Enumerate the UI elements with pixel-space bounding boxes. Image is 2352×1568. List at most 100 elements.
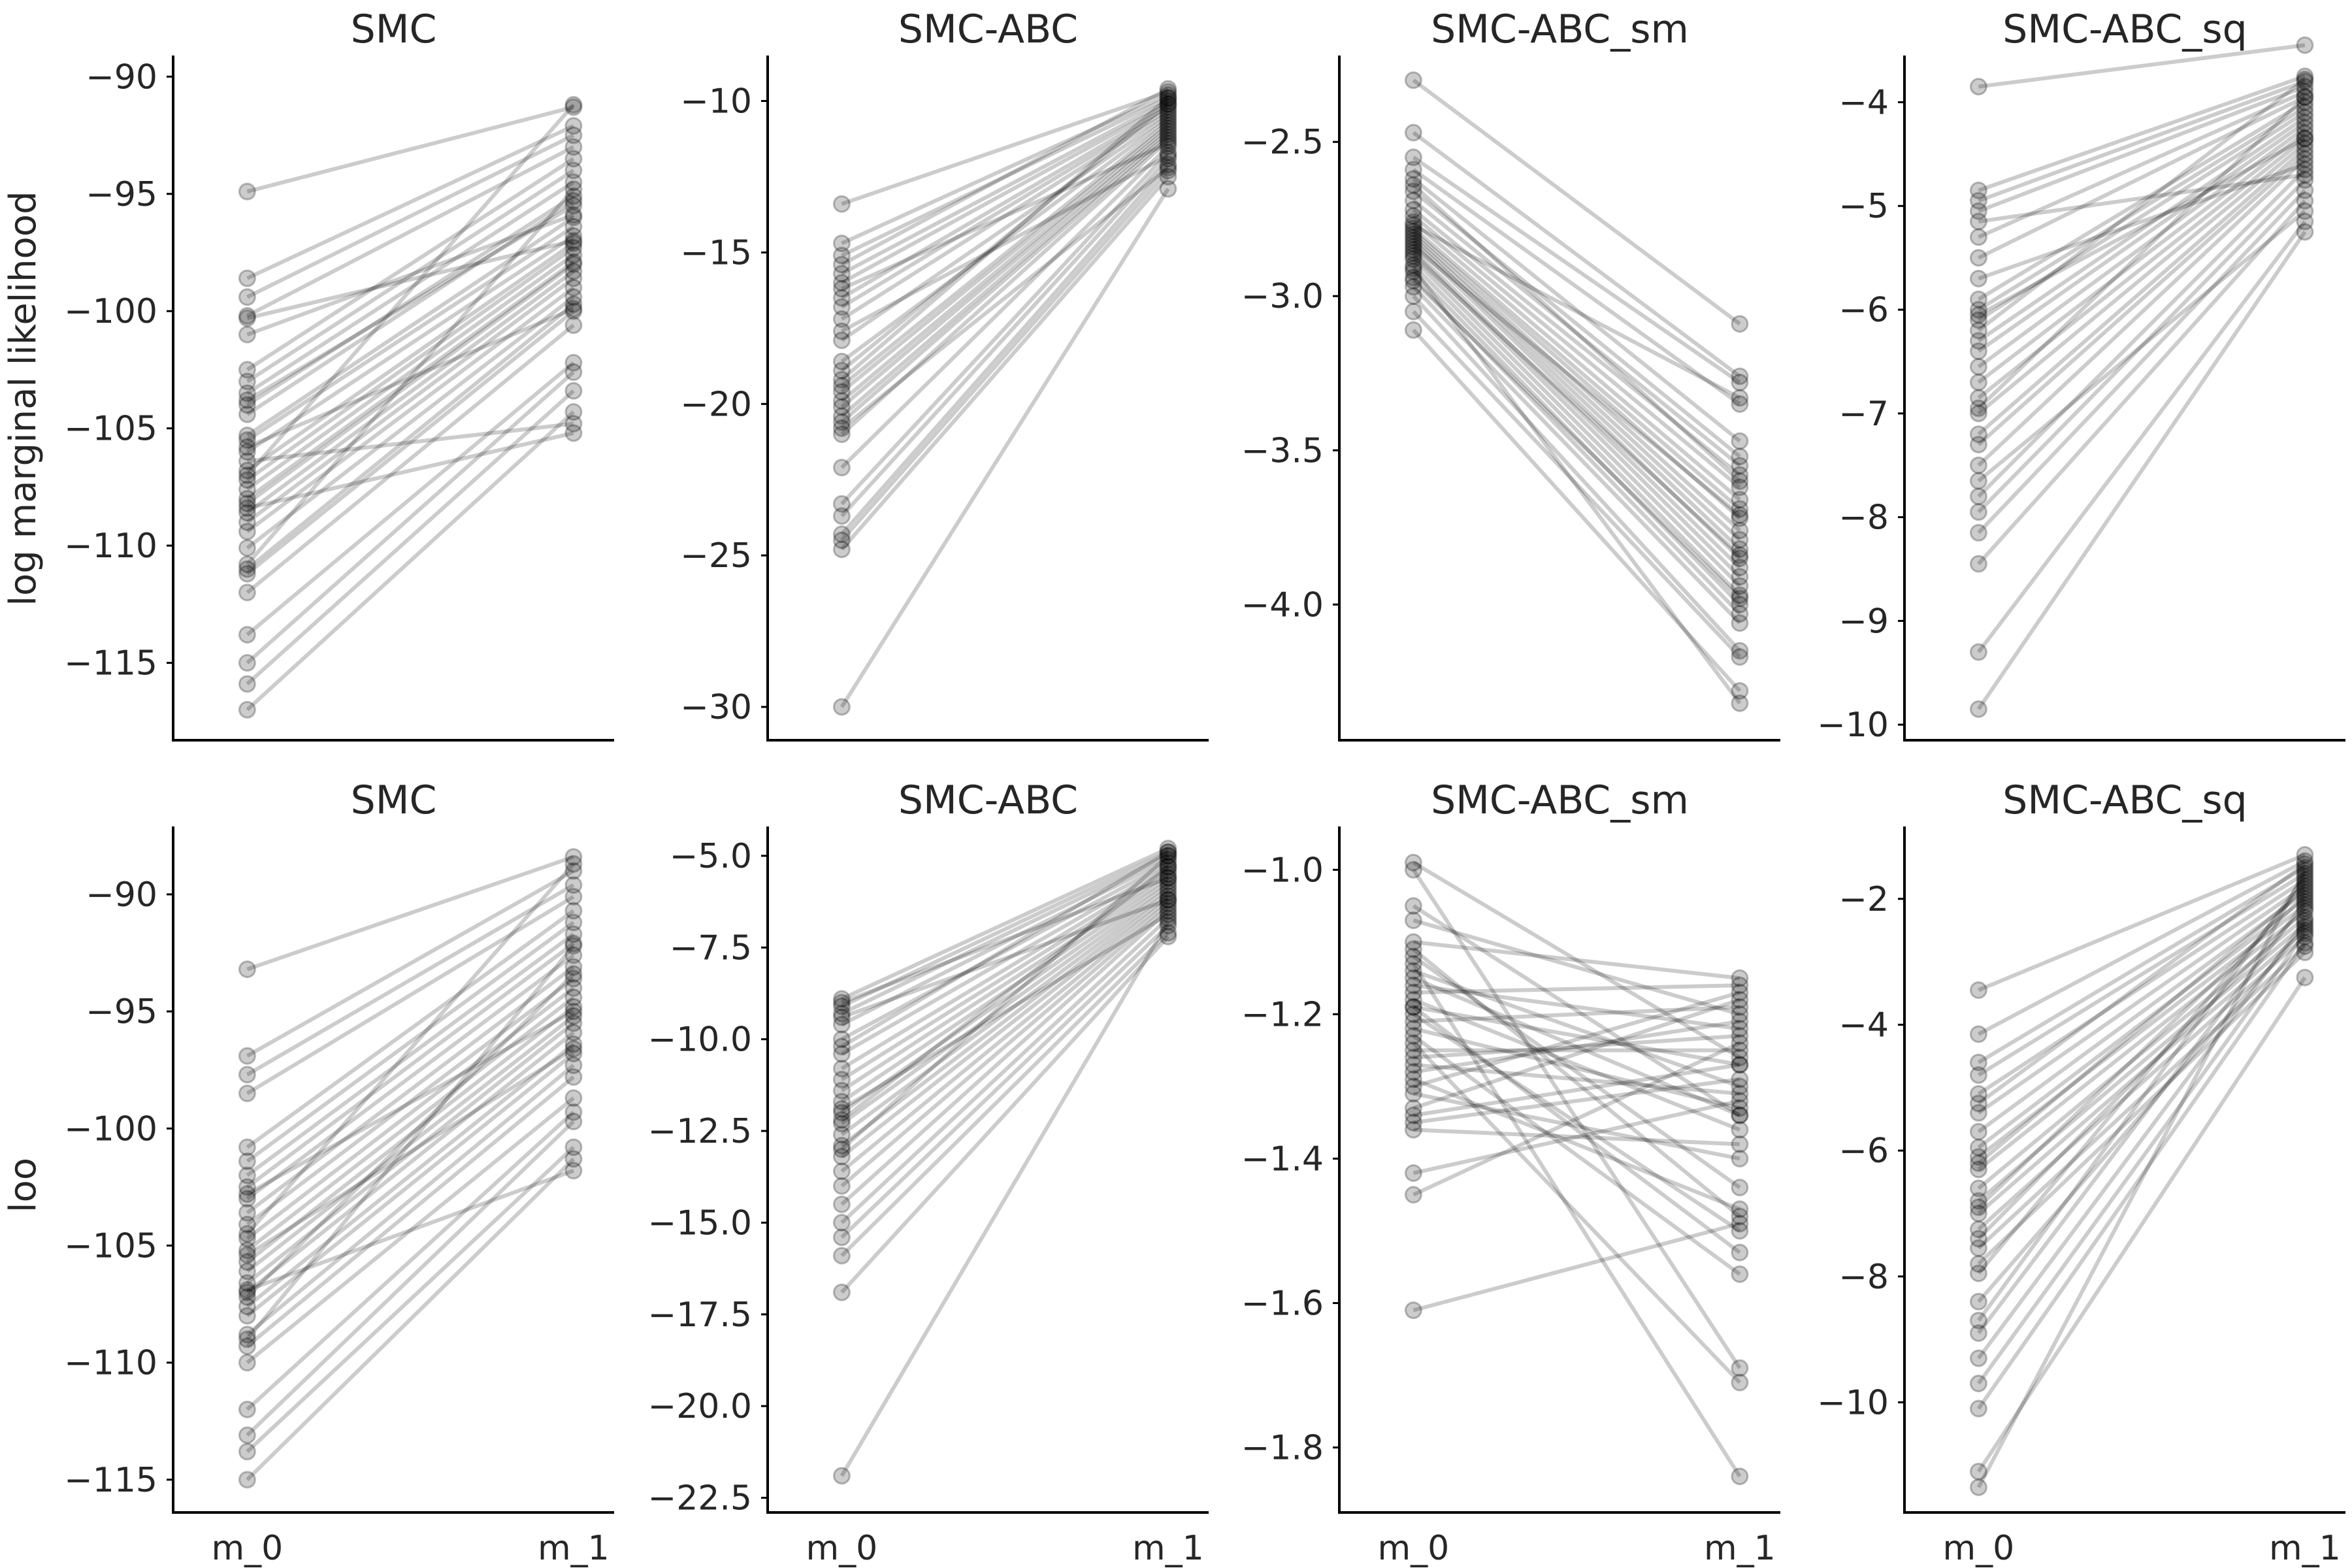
point-m1: [2296, 899, 2314, 917]
point-m0: [1969, 342, 1987, 361]
point-m0: [1404, 321, 1422, 339]
point-m1: [1731, 1085, 1749, 1103]
point-m1: [2296, 852, 2314, 870]
point-m0: [1969, 555, 1987, 573]
point-m0: [238, 625, 256, 644]
point-m0: [1969, 1192, 1987, 1210]
point-m1: [1731, 1373, 1749, 1392]
pair-line: [246, 323, 575, 595]
pair-line: [246, 361, 575, 636]
point-m1: [1731, 509, 1749, 527]
point-m1: [564, 979, 583, 997]
pair-line: [1411, 962, 1742, 1478]
point-m1: [2296, 88, 2314, 106]
pair-line: [246, 246, 575, 482]
point-m1: [2296, 166, 2314, 184]
pair-line: [840, 872, 1169, 1081]
point-m0: [238, 1185, 256, 1203]
axis-spines: [1903, 826, 2345, 1514]
point-m0: [1969, 1349, 1987, 1367]
pair-line: [1413, 990, 1740, 1088]
point-m0: [1404, 1099, 1422, 1117]
point-m1: [1731, 1034, 1749, 1053]
point-m0: [1969, 1066, 1987, 1085]
point-m0: [1404, 201, 1422, 219]
point-m0: [832, 310, 851, 328]
point-m0: [238, 1085, 256, 1103]
pair-line: [1978, 172, 2306, 224]
panel-title: SMC: [351, 7, 437, 52]
point-m1: [564, 126, 583, 144]
point-m1: [1159, 180, 1177, 198]
point-m1: [2296, 129, 2314, 148]
pair-line: [1977, 909, 2306, 1171]
point-m0: [1404, 860, 1422, 879]
pair-line: [246, 169, 575, 384]
pair-line: [1977, 105, 2306, 312]
point-m1: [1159, 150, 1177, 168]
point-m0: [1969, 1154, 1987, 1172]
point-m1: [1159, 119, 1177, 137]
axis-spines: [172, 56, 614, 742]
point-m0: [832, 1177, 851, 1195]
pair-line: [246, 269, 575, 515]
pair-line: [1977, 935, 2306, 1231]
pair-line: [246, 1064, 575, 1336]
point-m1: [1159, 876, 1177, 894]
pair-line: [1977, 220, 2307, 653]
point-m0: [238, 504, 256, 522]
point-m1: [2296, 71, 2314, 89]
pair-line: [1412, 904, 1741, 1117]
point-m0: [832, 1137, 851, 1155]
point-m0: [238, 1471, 256, 1489]
point-m0: [238, 426, 256, 444]
point-m1: [1731, 990, 1749, 1009]
pair-line: [1977, 894, 2306, 1209]
point-m0: [238, 1215, 256, 1233]
pair-line: [841, 93, 1169, 246]
point-m1: [564, 1089, 583, 1107]
point-m0: [1969, 1254, 1987, 1273]
pair-line: [840, 868, 1169, 1071]
pair-line: [246, 225, 575, 442]
pair-line: [840, 96, 1169, 382]
point-m1: [564, 1068, 583, 1086]
point-m0: [1404, 1019, 1422, 1037]
point-m1: [2296, 864, 2314, 883]
y-tick-label: −90: [86, 57, 157, 97]
point-m0: [238, 466, 256, 484]
pair-line: [1977, 900, 2307, 1335]
point-m1: [2296, 943, 2314, 962]
point-m0: [238, 1262, 256, 1281]
pair-line: [1412, 199, 1741, 468]
point-m0: [238, 495, 256, 513]
pair-line: [1412, 155, 1741, 384]
pair-line: [246, 238, 574, 320]
point-m1: [1159, 890, 1177, 909]
point-m0: [1404, 231, 1422, 250]
pair-line: [840, 887, 1169, 1126]
point-m0: [1404, 1077, 1422, 1096]
pair-line: [840, 105, 1169, 300]
panel-5: SMC-ABC −5.0 −7.5 −10.0 −12.5 −15.0 −17.5 −20.0…: [648, 777, 1209, 1568]
point-m1: [1731, 595, 1749, 613]
point-m0: [1969, 1053, 1987, 1071]
point-m1: [1731, 1049, 1749, 1067]
y-tick-label: −15: [680, 233, 752, 272]
point-m0: [832, 1140, 851, 1158]
pair-line: [246, 855, 574, 972]
pair-line: [1977, 121, 2306, 353]
point-m0: [238, 560, 256, 578]
axis-spines: [766, 56, 1209, 742]
point-m0: [1404, 1120, 1422, 1139]
pair-line: [247, 421, 574, 463]
point-m0: [1969, 1292, 1987, 1311]
pair-line: [246, 253, 575, 491]
pair-line: [246, 1009, 575, 1196]
y-tick-label: −90: [86, 875, 157, 915]
pair-line: [840, 102, 1169, 285]
point-m1: [1159, 858, 1177, 876]
point-m1: [1731, 540, 1749, 558]
pair-line: [840, 135, 1169, 424]
pair-line: [840, 879, 1169, 1103]
